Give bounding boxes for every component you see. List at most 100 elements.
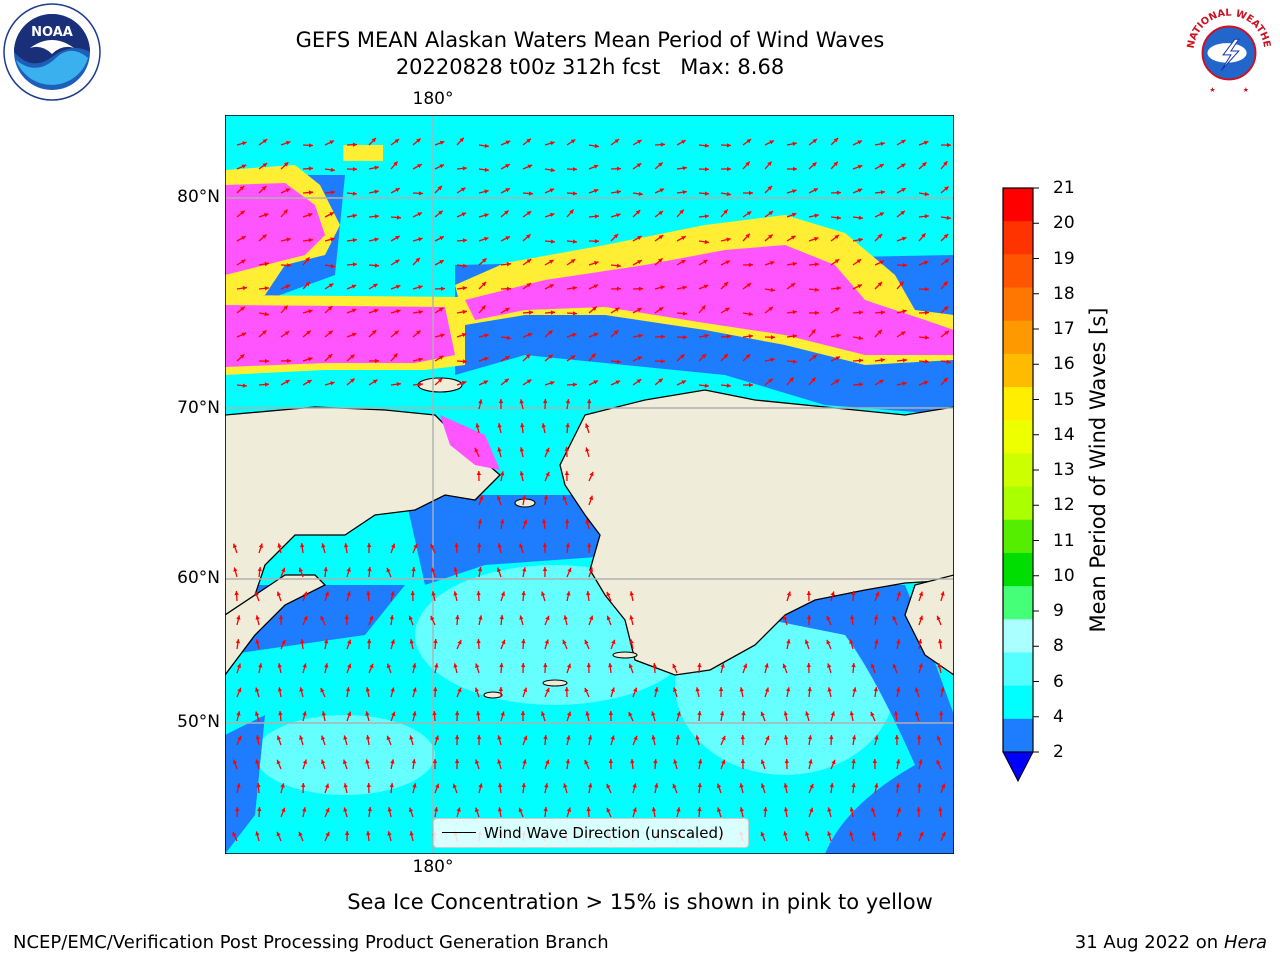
wave-arrowhead <box>829 735 834 740</box>
wave-arrowhead <box>352 191 357 196</box>
wave-arrowhead <box>257 807 262 812</box>
wave-arrowhead <box>660 142 665 147</box>
wave-arrowhead <box>545 471 550 477</box>
wave-arrowhead <box>944 259 949 264</box>
wave-arrowhead <box>455 615 460 620</box>
wave-arrowhead <box>857 284 862 289</box>
wave-arrowhead <box>418 382 423 387</box>
footer-date: 31 Aug 2022 on Hera <box>1075 932 1267 953</box>
wave-arrowhead <box>770 357 775 362</box>
wave-arrowhead <box>857 164 863 169</box>
wave-arrowhead <box>366 783 371 788</box>
lat-label-50: 50°N <box>177 712 220 732</box>
wave-arrowhead <box>572 333 577 338</box>
wave-arrowhead <box>586 663 591 668</box>
wave-arrowhead <box>320 615 325 621</box>
wave-arrowhead <box>439 140 445 145</box>
wave-arrowhead <box>768 234 773 239</box>
wave-arrowhead <box>475 423 480 428</box>
wave-arrowhead <box>673 687 678 692</box>
wave-arrowhead <box>549 259 554 264</box>
wave-arrowhead <box>902 309 907 314</box>
wave-arrowhead <box>242 383 247 388</box>
wave-arrowhead <box>543 663 548 668</box>
wave-arrowhead <box>396 215 401 220</box>
wave-arrowhead <box>858 358 863 363</box>
wave-arrowhead <box>541 591 546 596</box>
wave-arrowhead <box>739 687 744 692</box>
wave-arrowhead <box>593 332 599 337</box>
wave-arrowhead <box>236 783 241 788</box>
colorbar-tick-label: 19 <box>1053 248 1075 269</box>
wave-arrowhead <box>564 519 570 523</box>
wave-arrowhead <box>236 663 241 668</box>
wave-arrowhead <box>660 359 665 364</box>
wave-arrowhead <box>477 567 483 572</box>
wave-arrowhead <box>658 235 664 240</box>
wave-arrowhead <box>506 335 511 340</box>
wave-arrowhead <box>584 687 589 693</box>
wave-arrowhead <box>346 567 351 572</box>
wave-arrowhead <box>877 234 883 239</box>
wave-arrowhead <box>286 263 291 268</box>
wave-arrowhead <box>697 711 702 716</box>
wave-arrowhead <box>462 263 467 268</box>
wave-arrowhead <box>725 260 730 265</box>
wave-arrowhead <box>718 687 724 691</box>
wave-arrowhead <box>394 330 399 335</box>
wave-arrowhead <box>418 191 423 196</box>
wave-arrowhead <box>594 261 599 266</box>
wave-arrowhead <box>367 639 372 644</box>
wave-arrowhead <box>760 759 765 765</box>
wave-arrowhead <box>454 759 460 763</box>
sea-ice-note: Sea Ice Concentration > 15% is shown in … <box>347 890 933 914</box>
wave-arrowhead <box>549 212 555 218</box>
wave-arrowhead <box>658 378 663 383</box>
wave-arrowhead <box>614 139 620 144</box>
wave-arrowhead <box>727 166 731 172</box>
wave-arrowhead <box>390 759 395 764</box>
colorbar-segment <box>1003 188 1033 222</box>
wave-arrowhead <box>804 639 809 645</box>
colorbar-tick-label: 20 <box>1053 213 1075 234</box>
wave-arrowhead <box>594 214 599 219</box>
wave-arrowhead <box>562 495 567 501</box>
wave-arrowhead <box>299 687 304 692</box>
wave-arrowhead <box>241 259 246 264</box>
wave-arrowhead <box>462 286 467 291</box>
wave-arrowhead <box>264 213 269 218</box>
wave-arrowhead <box>946 359 951 364</box>
wave-arrowhead <box>811 329 816 334</box>
wave-arrowhead <box>283 305 288 310</box>
wave-arrowhead <box>629 639 634 644</box>
wave-arrowhead <box>505 164 510 169</box>
wave-arrowhead <box>550 141 555 146</box>
wave-arrowhead <box>947 142 951 148</box>
wave-arrowhead <box>254 591 259 597</box>
wave-arrowhead <box>814 287 819 292</box>
wave-arrowhead <box>594 143 599 149</box>
wave-arrowhead <box>330 237 335 242</box>
wave-arrowhead <box>438 210 443 215</box>
wave-arrowhead <box>593 380 598 385</box>
wave-arrowhead <box>918 663 923 668</box>
wave-arrowhead <box>608 711 614 715</box>
wave-arrowhead <box>588 783 593 788</box>
wave-arrowhead <box>589 615 594 621</box>
wave-arrowhead <box>877 329 882 335</box>
wave-arrowhead <box>543 807 548 812</box>
wave-arrowhead <box>232 831 237 837</box>
wave-arrowhead <box>497 423 502 428</box>
wave-arrowhead <box>681 380 686 385</box>
wave-arrowhead <box>870 711 875 717</box>
wave-arrowhead <box>528 310 533 315</box>
wave-arrowhead <box>586 807 591 812</box>
wave-arrowhead <box>330 190 335 195</box>
wave-arrowhead <box>703 260 708 264</box>
wave-arrowhead <box>940 591 945 596</box>
wave-arrowhead <box>305 257 310 262</box>
wave-arrowhead <box>460 187 466 192</box>
wave-arrowhead <box>682 311 687 316</box>
colorbar-segment <box>1003 320 1033 355</box>
wave-arrowhead <box>324 783 330 789</box>
